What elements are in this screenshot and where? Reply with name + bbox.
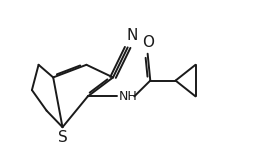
Text: S: S <box>58 130 67 145</box>
Text: NH: NH <box>119 90 138 103</box>
Text: N: N <box>127 28 138 43</box>
Text: O: O <box>142 35 154 50</box>
